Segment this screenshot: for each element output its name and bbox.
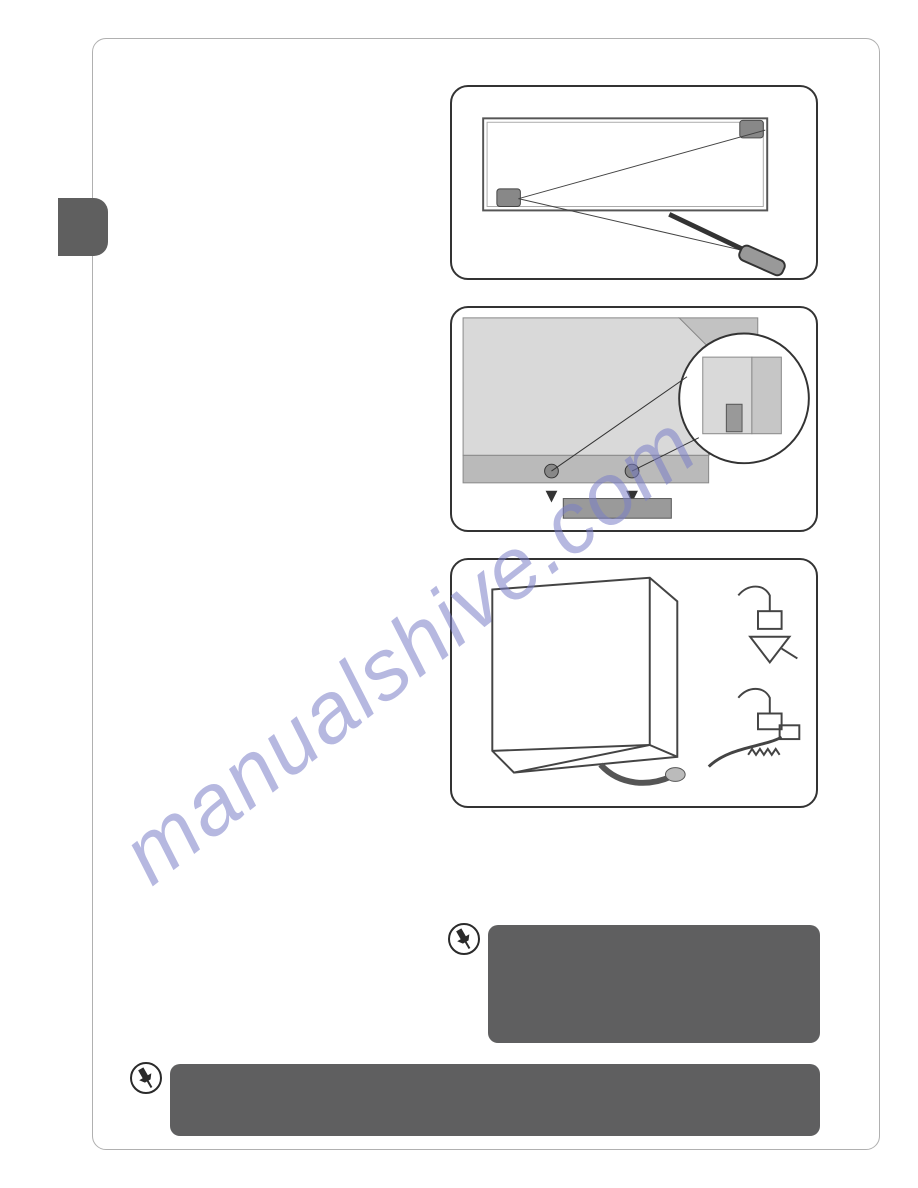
note-box-wide [170,1064,820,1136]
pushpin-icon [130,1062,162,1094]
note-box-small [488,925,820,1043]
illustration-panel-screwdriver [450,85,818,280]
illustration-hose-connection [450,558,818,808]
pushpin-icon [448,923,480,955]
side-tab [58,198,108,256]
illustration-base-zoom [450,306,818,532]
